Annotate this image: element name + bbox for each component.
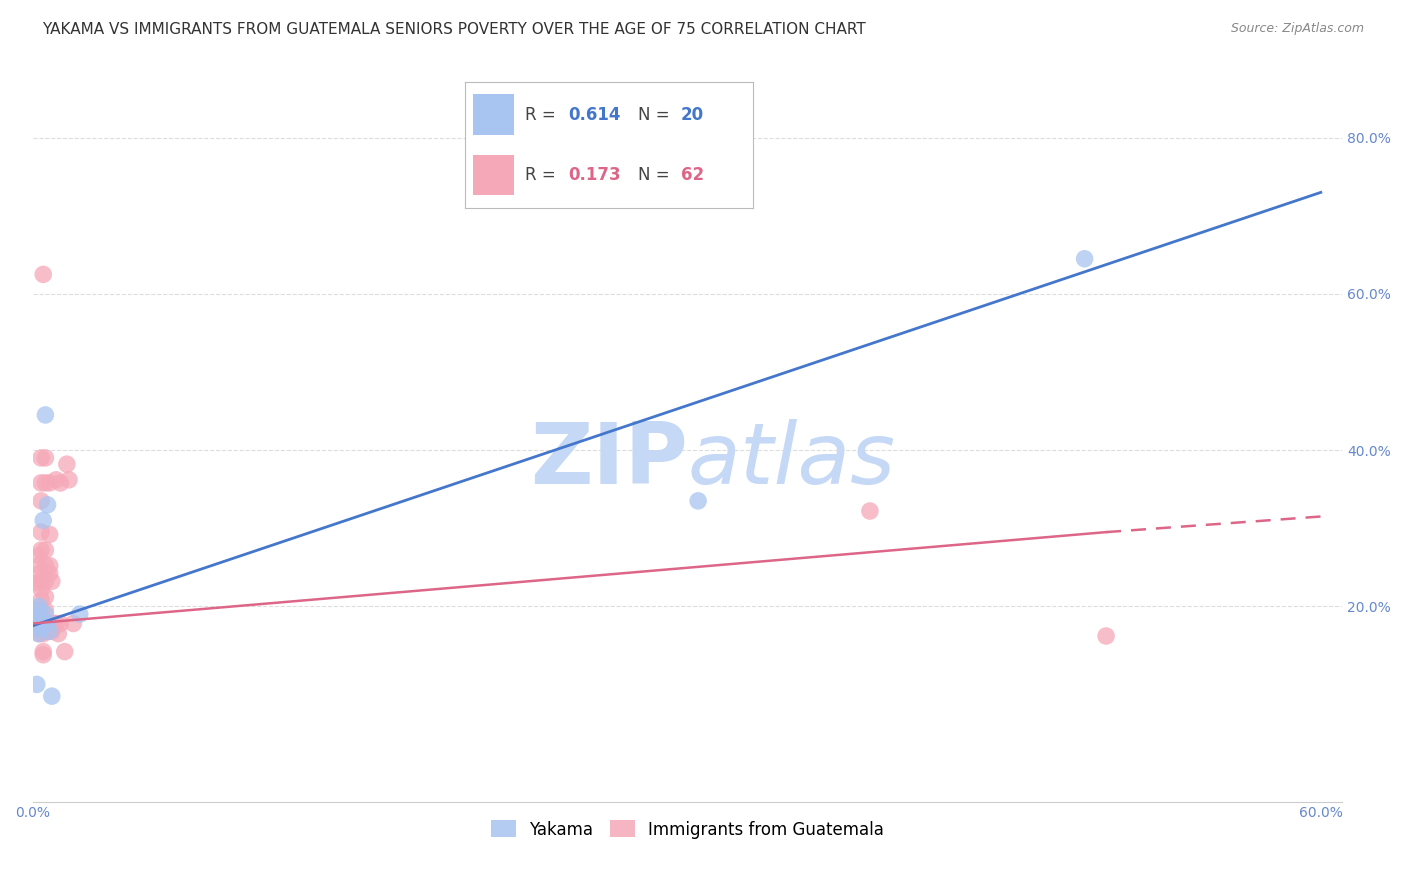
Point [34,616,56,631]
Point [38,475,60,490]
Point [41,621,63,635]
Point [28,626,51,640]
Point [34,574,56,589]
Point [25,677,48,691]
Point [32,513,55,527]
Point [49,475,72,490]
Point [41,689,63,703]
Point [25,616,48,631]
Point [28,599,51,614]
Point [32,616,55,631]
Point [24,611,46,625]
Point [53,645,76,659]
Text: YAKAMA VS IMMIGRANTS FROM GUATEMALA SENIORS POVERTY OVER THE AGE OF 75 CORRELATI: YAKAMA VS IMMIGRANTS FROM GUATEMALA SENI… [42,22,866,37]
Point [859,504,882,518]
Point [28,616,51,631]
Point [25,603,48,617]
Point [34,590,56,604]
Point [30,613,52,627]
Text: Source: ZipAtlas.com: Source: ZipAtlas.com [1230,22,1364,36]
Point [30,619,52,633]
Point [32,621,55,635]
Point [32,268,55,282]
Point [30,543,52,558]
Point [37,624,59,639]
Point [38,616,60,631]
Legend: Yakama, Immigrants from Guatemala: Yakama, Immigrants from Guatemala [484,814,890,846]
Point [28,621,51,635]
Point [30,603,52,617]
Point [37,624,59,639]
Point [28,626,51,640]
Point [34,603,56,617]
Point [46,626,69,640]
Point [25,621,48,635]
Point [30,593,52,607]
Point [34,475,56,490]
Point [69,607,91,621]
Text: ZIP: ZIP [530,418,688,502]
Point [56,457,79,471]
Point [37,616,59,631]
Point [28,549,51,563]
Point [42,616,65,631]
Point [32,645,55,659]
Point [28,558,51,573]
Point [34,543,56,558]
Point [30,475,52,490]
Point [688,494,710,508]
Point [37,616,59,631]
Point [30,624,52,639]
Point [38,624,60,639]
Point [25,611,48,625]
Point [38,527,60,541]
Point [49,616,72,631]
Point [28,608,51,623]
Point [34,408,56,422]
Point [1073,252,1095,266]
Point [62,616,84,631]
Text: atlas: atlas [688,418,896,502]
Point [34,450,56,465]
Point [28,621,51,635]
Point [30,582,52,596]
Point [30,616,52,631]
Point [41,624,63,639]
Point [34,607,56,621]
Point [38,558,60,573]
Point [41,574,63,589]
Point [25,575,48,590]
Point [30,450,52,465]
Point [25,603,48,617]
Point [45,473,67,487]
Point [30,494,52,508]
Point [30,574,52,589]
Point [32,626,55,640]
Point [28,566,51,581]
Point [45,616,67,631]
Point [30,525,52,540]
Point [32,648,55,662]
Point [38,566,60,581]
Point [30,611,52,625]
Point [28,616,51,631]
Point [34,558,56,573]
Point [24,603,46,617]
Point [58,473,80,487]
Point [25,608,48,623]
Point [37,498,59,512]
Point [1095,629,1118,643]
